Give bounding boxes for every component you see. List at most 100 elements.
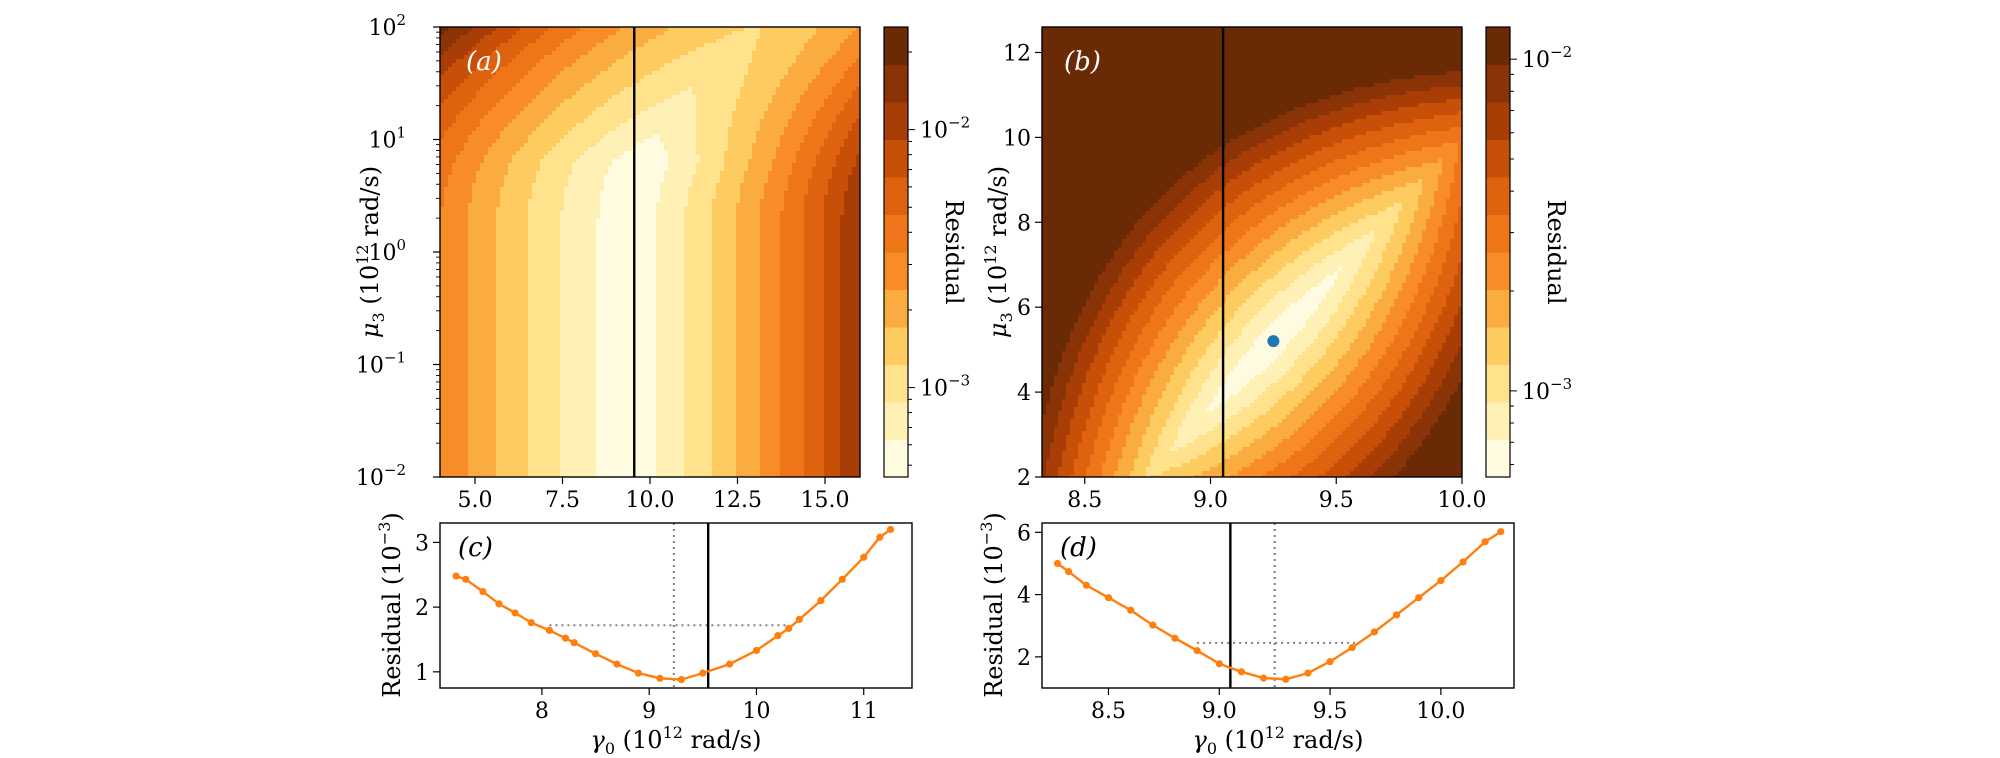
heatmap-cell <box>804 107 809 112</box>
heatmap-cell <box>560 211 565 216</box>
heatmap-cell <box>536 159 541 164</box>
heatmap-cell <box>636 119 641 124</box>
heatmap-cell <box>484 63 489 68</box>
heatmap-cell <box>756 103 761 108</box>
heatmap-cell <box>704 103 709 108</box>
heatmap-cell <box>648 47 653 52</box>
heatmap-cell <box>564 127 569 132</box>
heatmap-cell <box>684 195 689 200</box>
heatmap-cell <box>640 195 645 200</box>
heatmap-cell <box>780 143 785 148</box>
heatmap-cell <box>556 43 561 48</box>
heatmap-cell <box>828 155 833 160</box>
heatmap-cell <box>756 119 761 124</box>
heatmap-cell <box>588 159 593 164</box>
heatmap-cell <box>792 151 797 156</box>
heatmap-cell <box>480 167 485 172</box>
heatmap-cell <box>804 163 809 168</box>
heatmap-cell <box>660 107 665 112</box>
heatmap-cell <box>440 211 445 216</box>
heatmap-cell <box>740 127 745 132</box>
heatmap-cell <box>628 151 633 156</box>
heatmap-cell <box>704 107 709 112</box>
heatmap-cell <box>492 39 497 44</box>
heatmap-cell <box>684 187 689 192</box>
heatmap-cell <box>572 83 577 88</box>
heatmap-cell <box>788 143 793 148</box>
heatmap-cell <box>620 127 625 132</box>
heatmap-cell <box>824 95 829 100</box>
heatmap-cell <box>800 67 805 72</box>
heatmap-cell <box>768 143 773 148</box>
heatmap-cell <box>604 27 609 32</box>
heatmap-cell <box>744 123 749 128</box>
heatmap-cell <box>692 55 697 60</box>
heatmap-cell <box>712 159 717 164</box>
heatmap-cell <box>664 43 669 48</box>
heatmap-cell <box>672 115 677 120</box>
heatmap-cell <box>720 135 725 140</box>
heatmap-cell <box>784 155 789 160</box>
heatmap-cell <box>848 131 853 136</box>
heatmap-cell <box>504 55 509 60</box>
heatmap-cell <box>588 175 593 180</box>
heatmap-cell <box>772 183 777 188</box>
heatmap-cell <box>520 179 525 184</box>
heatmap-cell <box>772 151 777 156</box>
heatmap-cell <box>748 167 753 172</box>
heatmap-cell <box>684 151 689 156</box>
heatmap-cell <box>768 139 773 144</box>
heatmap-cell <box>508 83 513 88</box>
heatmap-cell <box>568 183 573 188</box>
heatmap-cell <box>828 43 833 48</box>
heatmap-cell <box>568 51 573 56</box>
heatmap-cell <box>492 155 497 160</box>
heatmap-cell <box>848 99 853 104</box>
heatmap-cell <box>576 79 581 84</box>
heatmap-cell <box>772 179 777 184</box>
heatmap-cell <box>652 95 657 100</box>
heatmap-cell <box>612 35 617 40</box>
heatmap-cell <box>664 131 669 136</box>
heatmap-cell <box>764 179 769 184</box>
heatmap-cell <box>500 175 505 180</box>
heatmap-cell <box>784 71 789 76</box>
heatmap-cell <box>616 199 621 204</box>
heatmap-cell <box>680 63 685 68</box>
heatmap-cell <box>840 83 845 88</box>
heatmap-cell <box>816 75 821 80</box>
heatmap-cell <box>724 195 729 200</box>
heatmap-cell <box>816 167 821 172</box>
heatmap-cell <box>544 155 549 160</box>
heatmap-cell <box>788 159 793 164</box>
heatmap-cell <box>648 55 653 60</box>
heatmap-cell <box>472 179 477 184</box>
heatmap-cell <box>820 55 825 60</box>
heatmap-cell <box>844 143 849 148</box>
heatmap-cell <box>512 215 517 220</box>
heatmap-cell <box>472 35 477 40</box>
heatmap-cell <box>768 87 773 92</box>
heatmap-cell <box>840 151 845 156</box>
heatmap-cell <box>660 103 665 108</box>
heatmap-cell <box>620 191 625 196</box>
heatmap-cell <box>832 171 837 176</box>
heatmap-cell <box>788 187 793 192</box>
heatmap-cell <box>724 207 729 212</box>
heatmap-cell <box>460 67 465 72</box>
heatmap-cell <box>836 143 841 148</box>
heatmap-cell <box>732 59 737 64</box>
heatmap-cell <box>528 175 533 180</box>
heatmap-cell <box>596 51 601 56</box>
heatmap-cell <box>580 55 585 60</box>
heatmap-cell <box>628 47 633 52</box>
heatmap-cell <box>648 43 653 48</box>
heatmap-cell <box>824 111 829 116</box>
heatmap-cell <box>668 107 673 112</box>
heatmap-cell <box>820 35 825 40</box>
heatmap-cell <box>788 83 793 88</box>
heatmap-cell <box>448 211 453 216</box>
heatmap-cell <box>516 195 521 200</box>
heatmap-cell <box>756 123 761 128</box>
heatmap-cell <box>748 127 753 132</box>
